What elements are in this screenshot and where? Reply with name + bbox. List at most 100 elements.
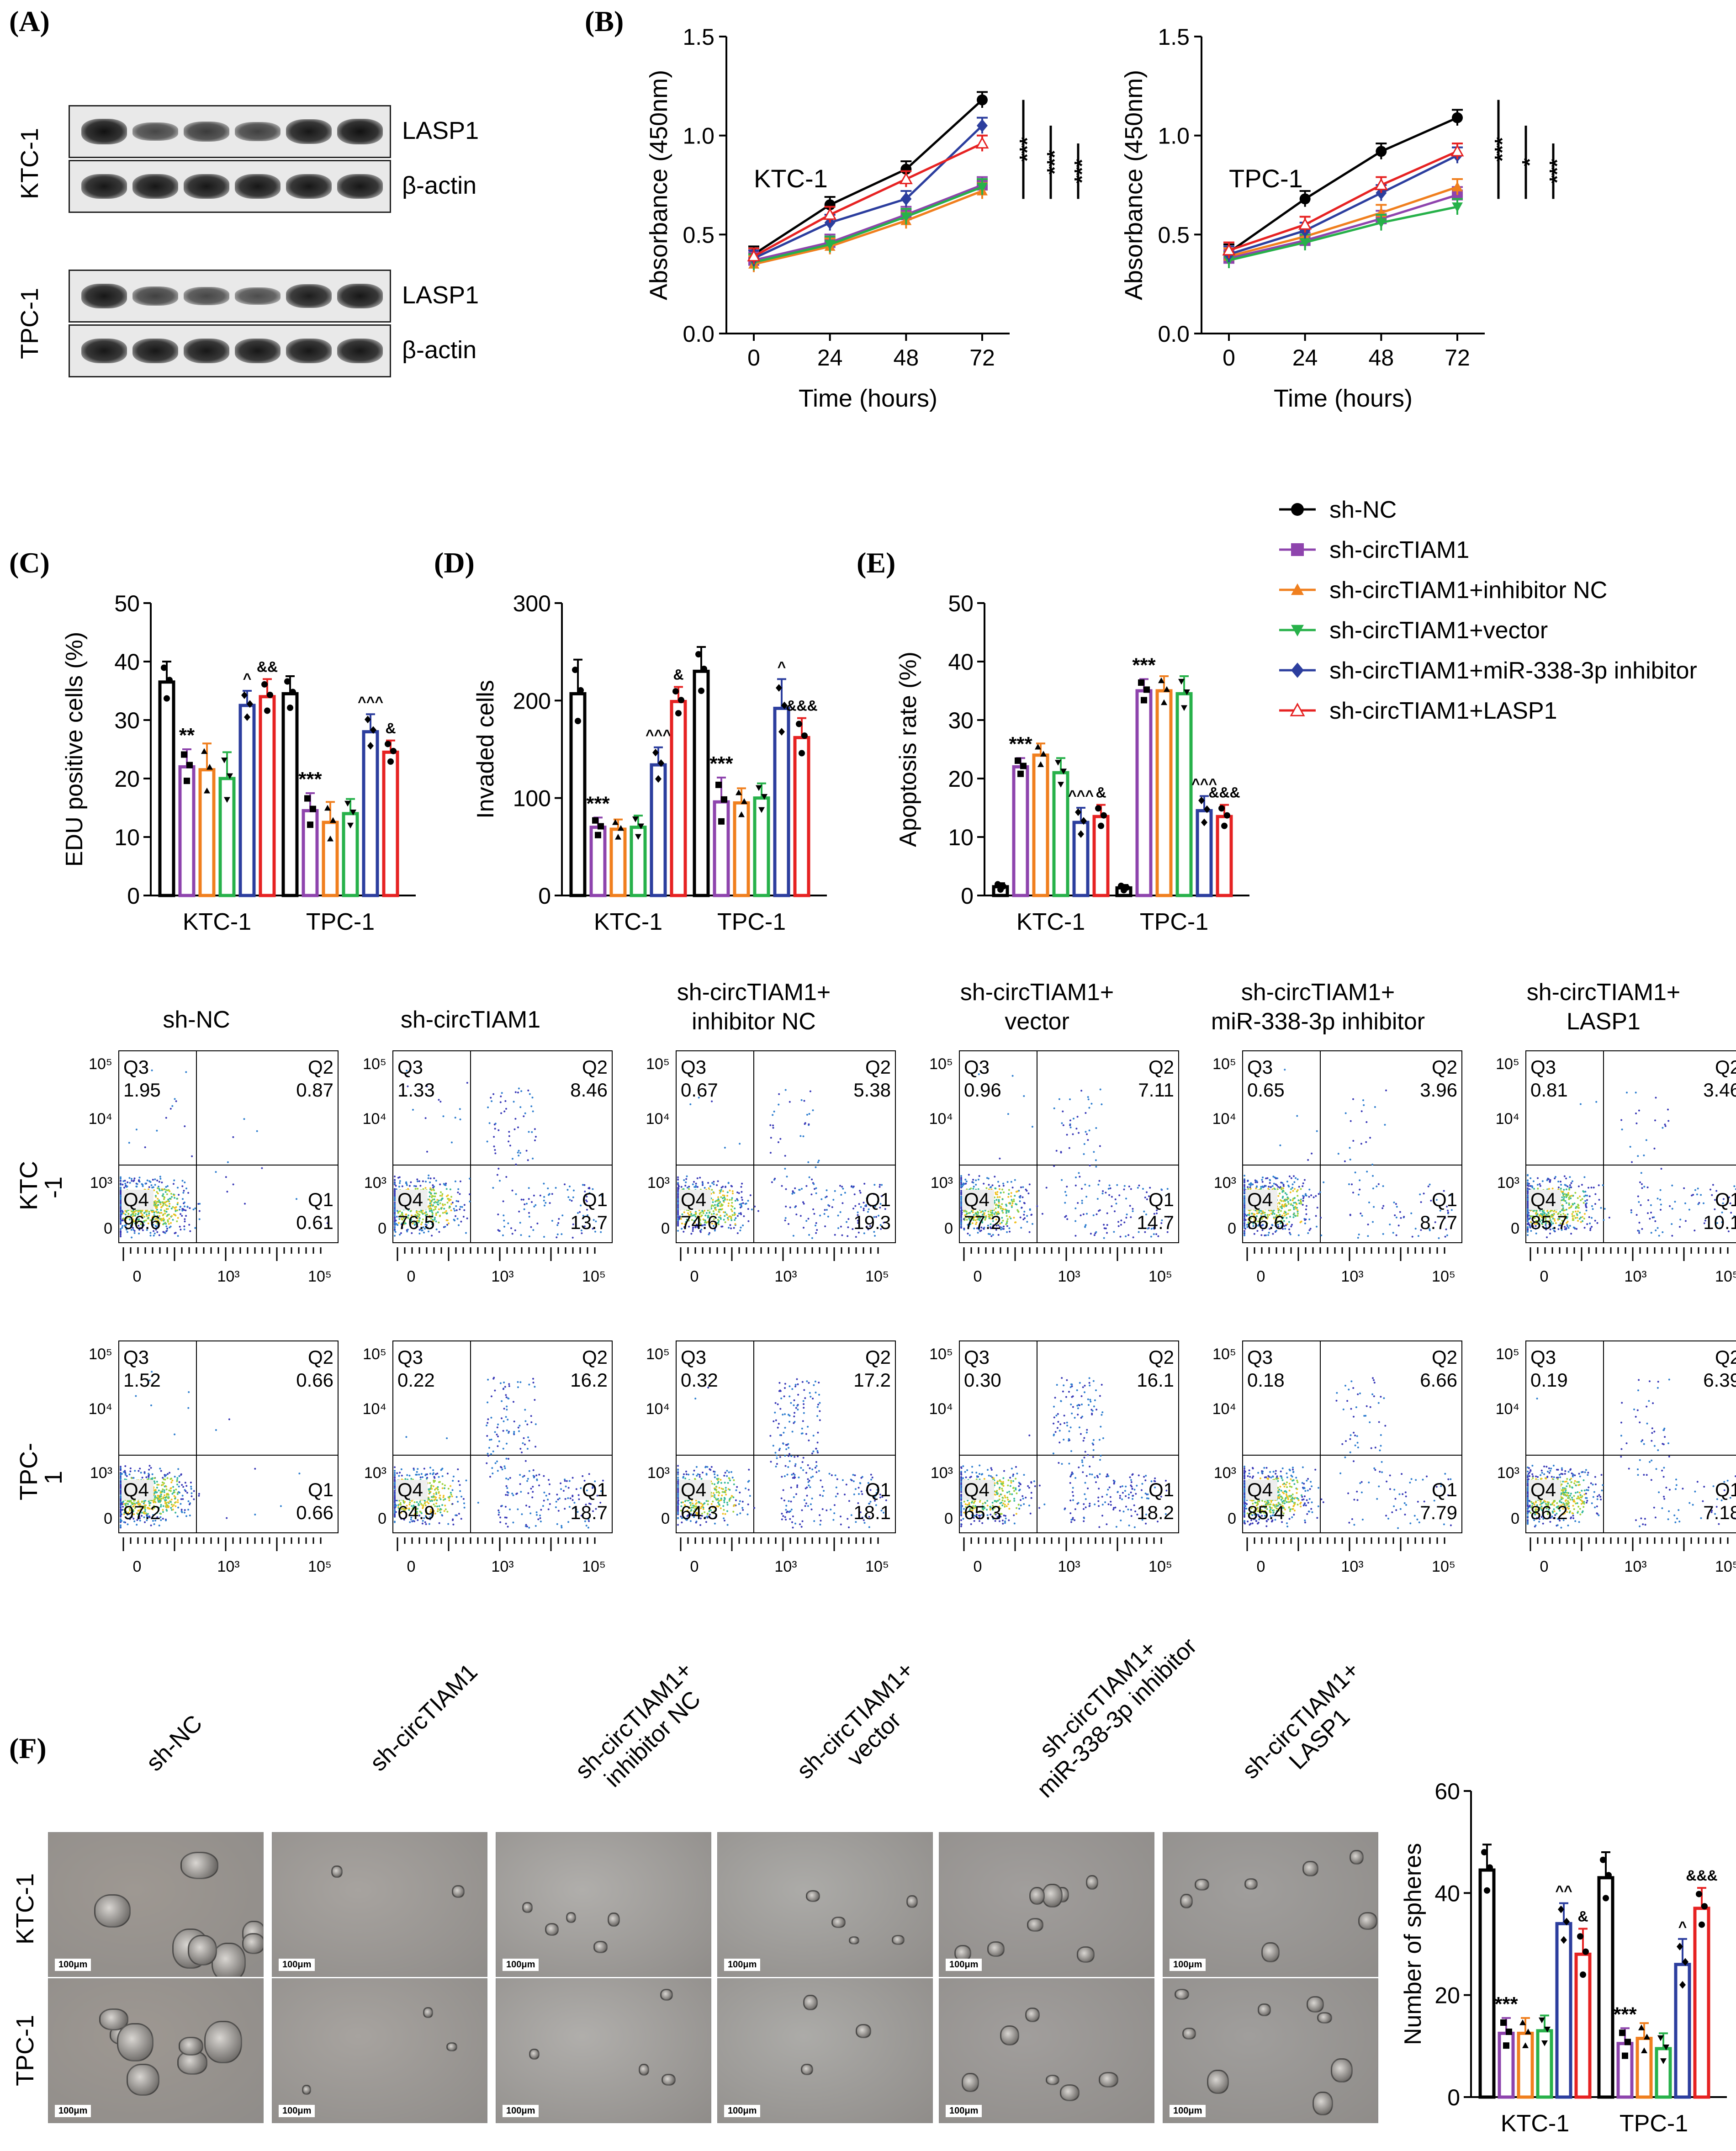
event-dot <box>440 1199 442 1201</box>
event-dot <box>995 1204 997 1206</box>
event-dot <box>592 1188 594 1190</box>
event-dot <box>747 1220 750 1222</box>
event-dot <box>1394 1214 1396 1216</box>
quadrant-value: 1.95 <box>123 1079 161 1101</box>
replicate-point <box>1181 705 1187 711</box>
event-dot <box>1360 1213 1362 1214</box>
event-dot <box>149 1232 152 1234</box>
replicate-point <box>287 705 293 711</box>
event-dot <box>714 1207 716 1209</box>
event-dot <box>1395 1216 1397 1219</box>
event-dot <box>1352 1140 1355 1142</box>
event-dot <box>677 1206 679 1208</box>
event-dot <box>1093 1234 1096 1236</box>
event-dot <box>1023 1202 1026 1204</box>
event-dot <box>1279 1192 1281 1195</box>
event-dot <box>881 1184 883 1186</box>
event-dot <box>138 1212 140 1214</box>
event-dot <box>429 1205 431 1207</box>
event-dot <box>528 1235 530 1238</box>
event-dot <box>120 1223 122 1225</box>
series-line <box>1228 185 1458 258</box>
event-dot <box>167 1189 169 1192</box>
replicate-point <box>1080 817 1087 825</box>
quadrant-label: Q1 <box>1149 1189 1174 1210</box>
event-dot <box>120 1190 122 1192</box>
event-dot <box>397 1222 400 1224</box>
event-dot <box>717 1200 719 1202</box>
event-dot <box>439 1101 442 1103</box>
event-dot <box>1626 1091 1628 1094</box>
event-dot <box>1294 1188 1296 1190</box>
event-dot <box>431 1234 433 1237</box>
blot-row-label-ktc: KTC-1 <box>16 127 43 199</box>
event-dot <box>1635 1122 1638 1124</box>
quadrant-value: 96.6 <box>123 1212 161 1233</box>
event-dot <box>514 1118 517 1120</box>
replicate-point <box>1037 761 1044 767</box>
event-dot <box>1640 1204 1642 1206</box>
event-dot <box>1138 1184 1140 1187</box>
quadrant-label: Q1 <box>1432 1189 1457 1210</box>
event-dot <box>163 1201 165 1203</box>
x-tick-label: 0 <box>747 345 760 371</box>
event-dot <box>1288 1209 1290 1211</box>
event-dot <box>1010 1192 1012 1194</box>
event-dot <box>1090 1102 1093 1105</box>
event-dot <box>1289 1191 1291 1193</box>
event-dot <box>189 1230 191 1232</box>
event-dot <box>1066 1218 1069 1220</box>
event-dot <box>1023 1211 1026 1213</box>
event-dot <box>1357 1237 1359 1239</box>
event-dot <box>128 1142 130 1144</box>
event-dot <box>157 1197 159 1200</box>
event-dot <box>120 1183 122 1185</box>
event-dot <box>429 1187 432 1189</box>
event-dot <box>1643 1154 1645 1156</box>
event-dot <box>726 1214 728 1216</box>
event-dot <box>1290 1225 1292 1228</box>
event-dot <box>429 1191 431 1193</box>
event-dot <box>163 1198 165 1200</box>
bar <box>178 765 196 897</box>
event-dot <box>1579 1195 1581 1197</box>
event-dot <box>720 1189 722 1191</box>
event-dot <box>1020 1227 1022 1229</box>
event-dot <box>569 1185 571 1187</box>
replicate-point <box>592 817 598 824</box>
replicate-point <box>161 664 167 671</box>
event-dot <box>1287 1213 1289 1215</box>
event-dot <box>171 1215 173 1217</box>
event-dot <box>863 1209 865 1212</box>
event-dot <box>487 1106 489 1108</box>
event-dot <box>164 1210 166 1212</box>
event-dot <box>1296 1115 1298 1117</box>
event-dot <box>1565 1193 1567 1196</box>
event-dot <box>1021 1196 1024 1198</box>
event-dot <box>1650 1232 1652 1234</box>
event-dot <box>424 1224 427 1226</box>
event-dot <box>508 1135 510 1137</box>
quadrant-value: 13.7 <box>570 1212 608 1233</box>
event-dot <box>1527 1191 1529 1193</box>
event-dot <box>852 1208 854 1210</box>
event-dot <box>169 1203 171 1205</box>
event-dot <box>711 1189 713 1191</box>
event-dot <box>154 1215 156 1217</box>
event-dot <box>432 1184 434 1187</box>
event-dot <box>1684 1220 1687 1222</box>
event-dot <box>1074 1220 1077 1222</box>
event-dot <box>719 1208 721 1211</box>
event-dot <box>156 1208 158 1211</box>
event-dot <box>1308 1188 1311 1191</box>
replicate-point <box>365 715 371 724</box>
event-dot <box>1594 1219 1596 1222</box>
event-dot <box>153 1212 155 1213</box>
event-dot <box>148 1186 150 1188</box>
event-dot <box>1253 1233 1255 1235</box>
event-dot <box>165 1211 168 1213</box>
event-dot <box>179 1206 181 1208</box>
event-dot <box>533 1205 535 1208</box>
event-dot <box>1527 1231 1529 1233</box>
